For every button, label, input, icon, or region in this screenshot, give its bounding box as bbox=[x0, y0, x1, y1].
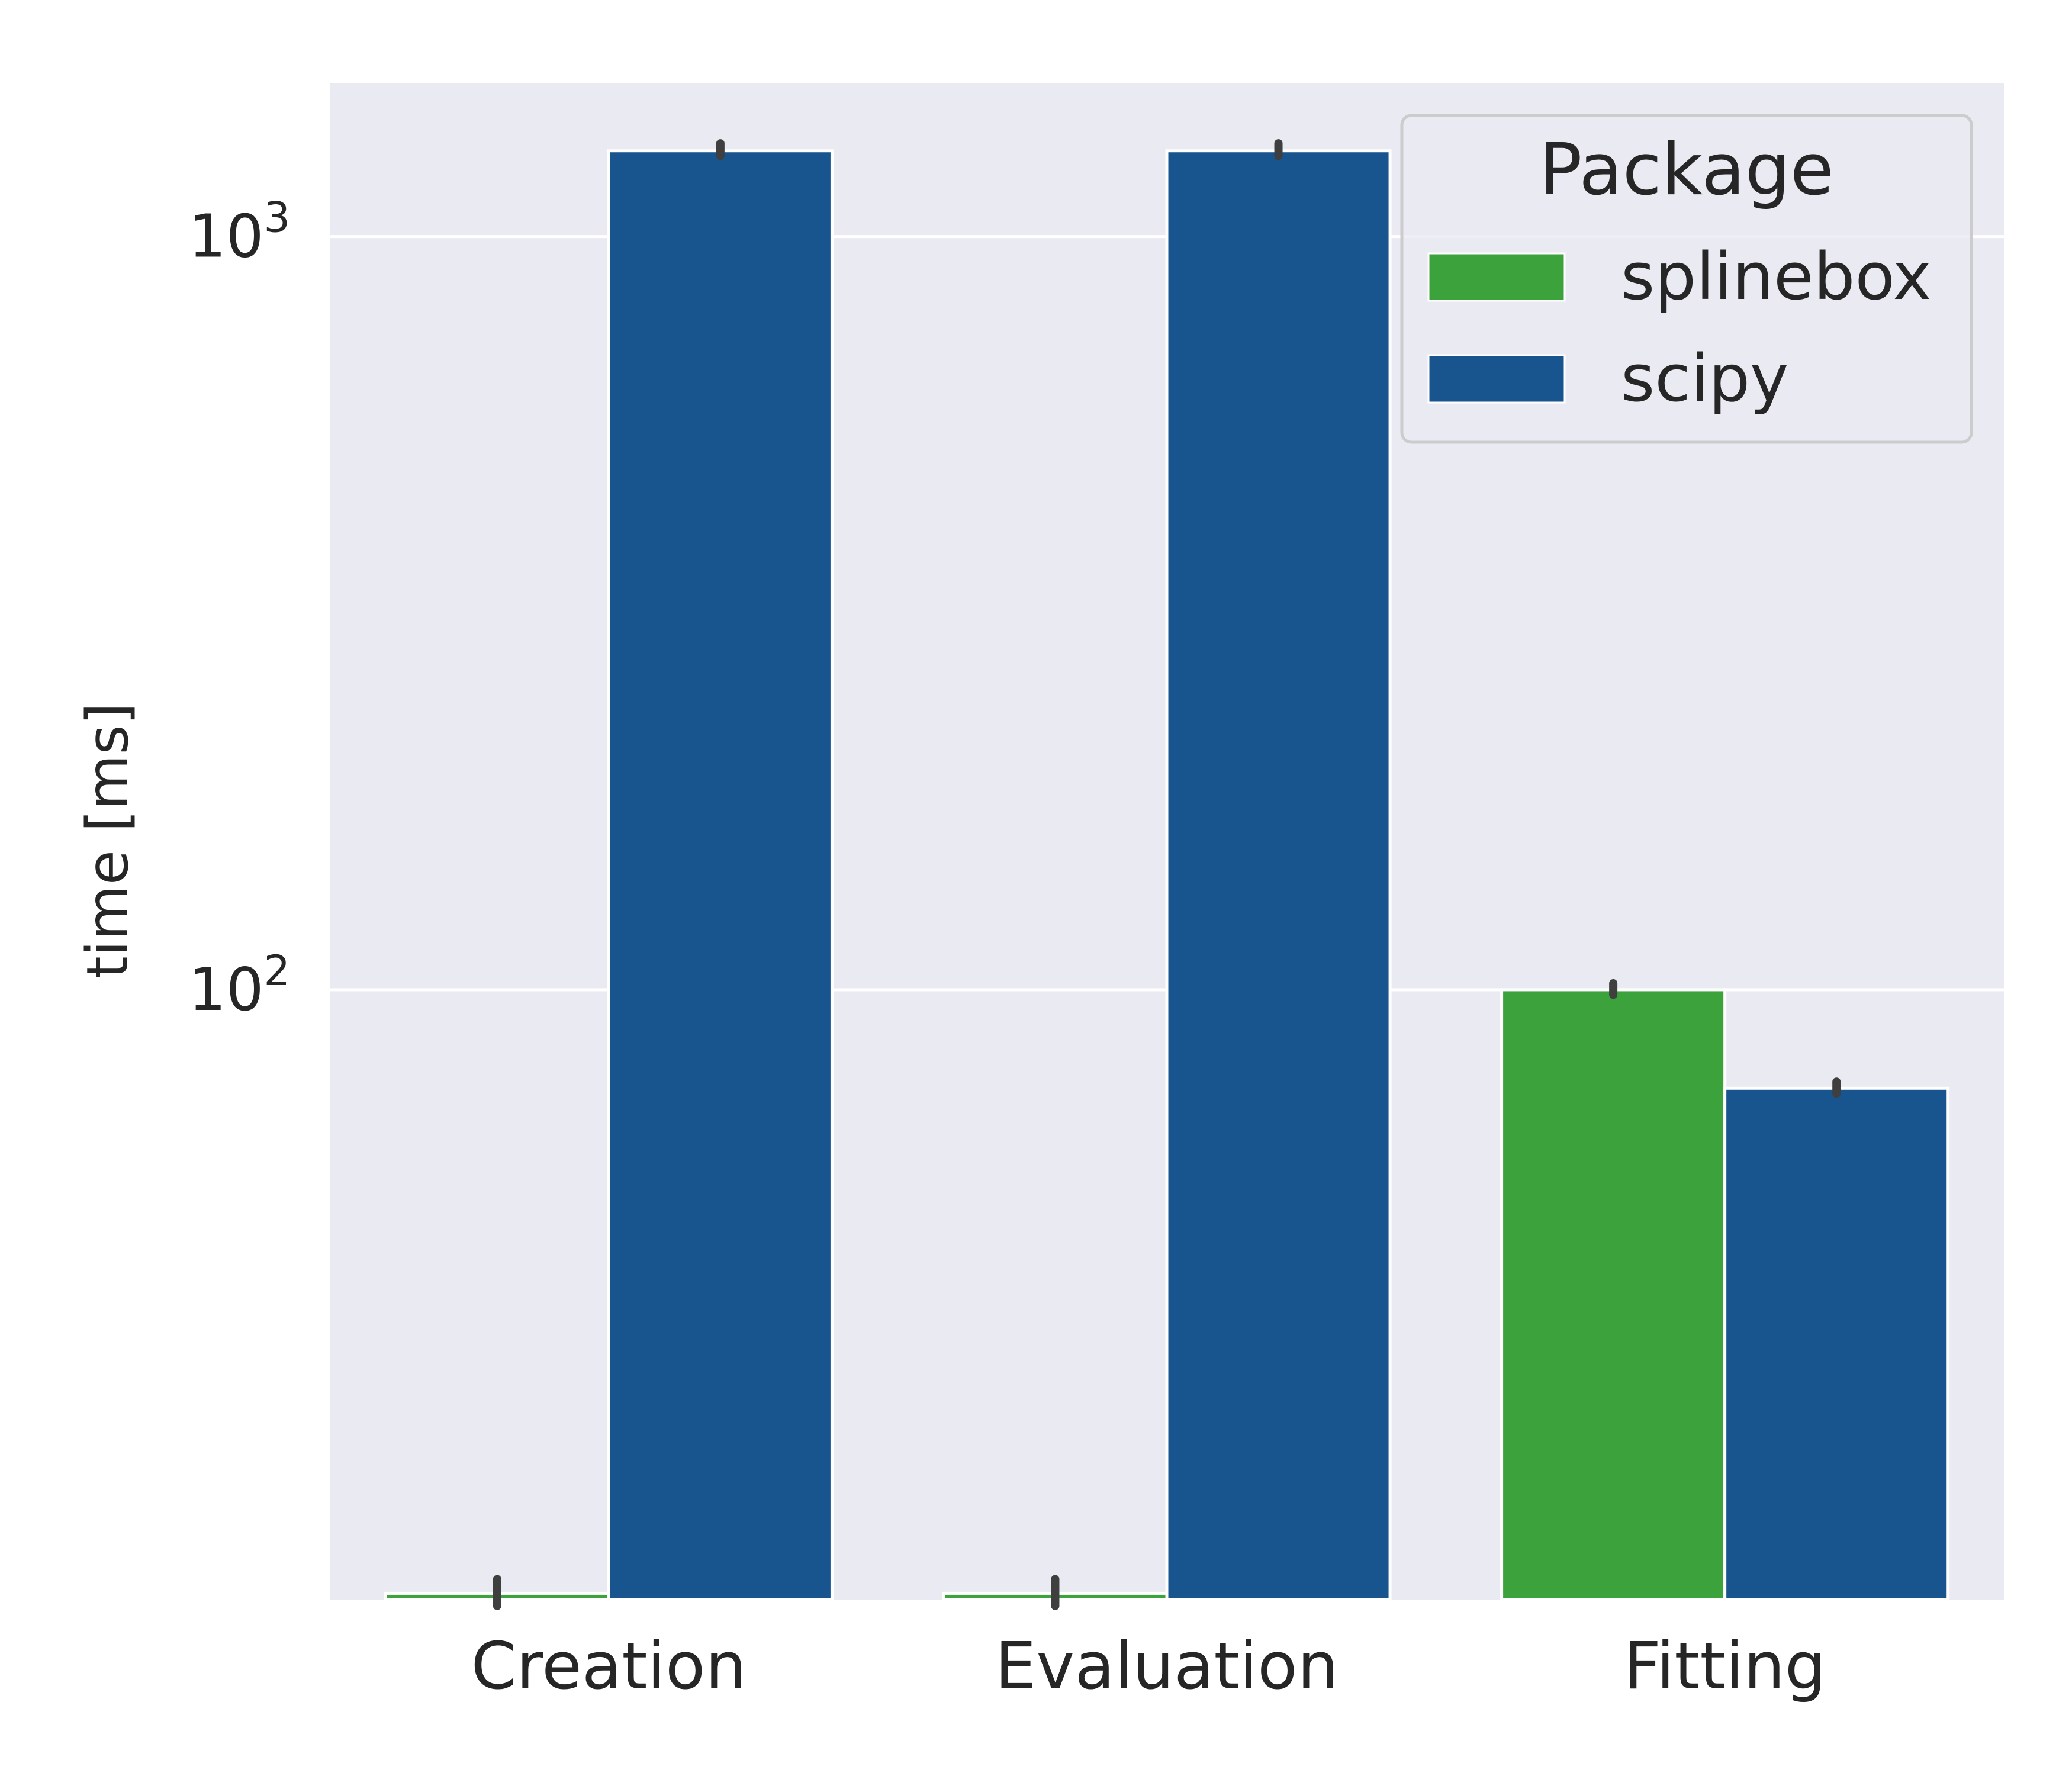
error-bars bbox=[493, 139, 1841, 1610]
bar-scipy-creation bbox=[607, 149, 834, 1601]
y-tick-label: 103 bbox=[188, 194, 290, 271]
y-axis: 102 103 bbox=[188, 194, 290, 1024]
x-tick-label: Evaluation bbox=[995, 1628, 1339, 1704]
x-axis: Creation Evaluation Fitting bbox=[471, 1628, 1826, 1704]
bar-scipy-fitting bbox=[1723, 1086, 1950, 1601]
y-tick-label: 102 bbox=[188, 947, 290, 1024]
y-axis-label: time [ms] bbox=[75, 703, 141, 979]
legend-label-splinebox: splinebox bbox=[1621, 239, 1932, 314]
legend-swatch-splinebox bbox=[1427, 252, 1566, 302]
x-tick-label: Fitting bbox=[1624, 1628, 1826, 1704]
bar-splinebox-fitting bbox=[1500, 988, 1727, 1601]
bar-scipy-evaluation bbox=[1165, 149, 1392, 1601]
legend-title: Package bbox=[1539, 129, 1833, 211]
bars bbox=[384, 149, 1950, 1601]
x-tick-label: Creation bbox=[471, 1628, 747, 1704]
legend-label-scipy: scipy bbox=[1621, 340, 1788, 416]
legend-swatch-scipy bbox=[1427, 354, 1566, 404]
legend: Package splinebox scipy bbox=[1400, 114, 1973, 444]
